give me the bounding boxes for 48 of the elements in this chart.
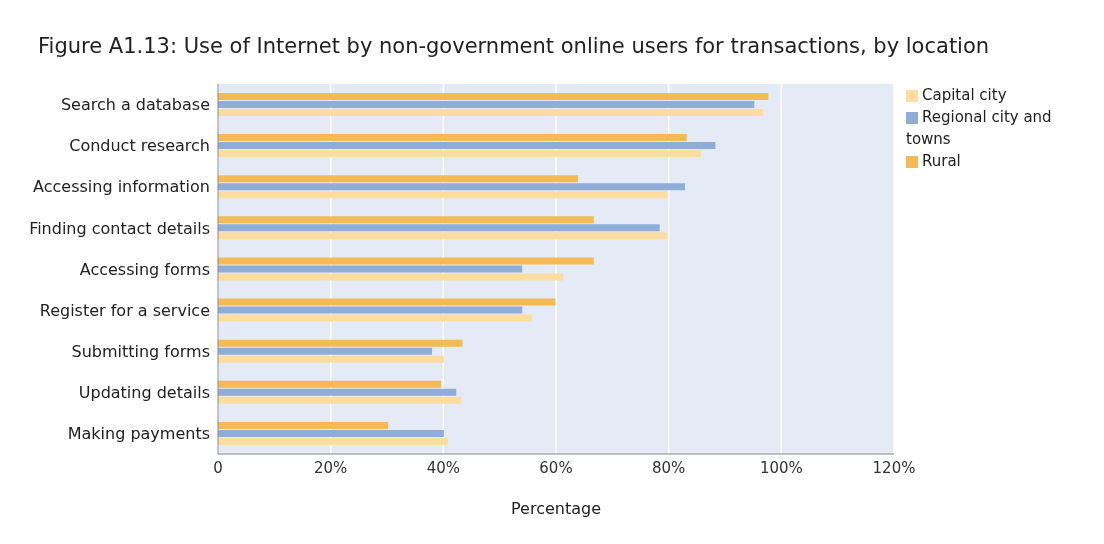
legend-label: Regional city and towns: [906, 108, 1052, 148]
y-tick-label: Accessing forms: [79, 259, 210, 279]
bar: [218, 347, 433, 355]
bar: [218, 380, 442, 388]
x-tick-label: 0: [213, 458, 223, 477]
bar: [218, 183, 685, 191]
bar: [218, 142, 716, 150]
bar: [218, 101, 755, 108]
bar: [218, 298, 556, 306]
bar: [218, 339, 463, 347]
x-tick-label: 60%: [539, 458, 573, 477]
bar: [218, 437, 448, 445]
y-tick-label: Register for a service: [39, 300, 210, 320]
bar: [218, 355, 444, 363]
bar: [218, 93, 769, 100]
bar: [218, 216, 594, 224]
y-tick-label: Search a database: [60, 95, 210, 115]
y-tick-label: Submitting forms: [71, 341, 210, 361]
legend-label: Capital city: [922, 86, 1007, 104]
y-tick-label: Updating details: [78, 383, 210, 403]
y-tick-label: Accessing information: [33, 177, 210, 197]
x-tick-label: 120%: [872, 458, 916, 477]
bar: [218, 232, 668, 240]
bar: [218, 265, 523, 273]
legend-label: Rural: [922, 152, 961, 170]
bar: [218, 314, 532, 322]
y-tick-label: Making payments: [67, 424, 210, 444]
bar: [218, 388, 457, 396]
x-tick-label: 80%: [651, 458, 686, 477]
x-tick-label: 20%: [313, 458, 348, 477]
bar: [218, 191, 668, 199]
x-tick-label: 100%: [759, 458, 803, 477]
y-tick-label: Conduct research: [69, 136, 210, 156]
bar: [218, 109, 764, 116]
bar: [218, 429, 444, 437]
bar: [218, 257, 594, 265]
chart-title: Figure A1.13: Use of Internet by non-government online users for transactions, by location: [37, 33, 991, 60]
bar: [218, 396, 462, 404]
bar: [218, 150, 701, 158]
x-axis-title: Percentage: [510, 499, 602, 518]
bar: [218, 175, 578, 183]
bar: [218, 306, 523, 314]
bar: [218, 421, 389, 429]
y-tick-label: Finding contact details: [29, 218, 210, 238]
bar: [218, 224, 660, 232]
x-tick-label: 40%: [426, 458, 461, 477]
bar: [218, 134, 687, 142]
bar: [218, 273, 564, 281]
